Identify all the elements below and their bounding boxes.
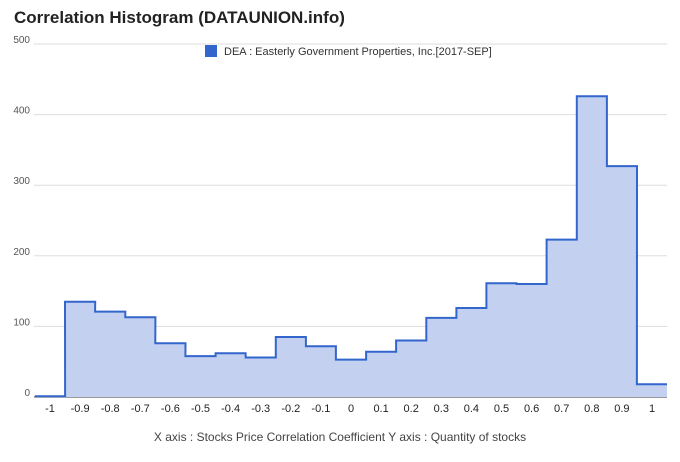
y-tick-label: 300	[13, 176, 30, 187]
histogram-bin[interactable]	[35, 394, 65, 398]
histogram-bin[interactable]	[65, 300, 95, 304]
histogram-bin[interactable]	[95, 310, 125, 314]
x-tick-label: 0.2	[404, 403, 419, 415]
histogram-bin[interactable]	[155, 341, 185, 345]
x-tick-label: -0.1	[311, 403, 330, 415]
x-tick-label: 0.5	[494, 403, 509, 415]
x-tick-label: -1	[45, 403, 55, 415]
x-tick-label: -0.2	[281, 403, 300, 415]
histogram-bin[interactable]	[276, 335, 306, 339]
x-axis-label: X axis : Stocks Price Correlation Coeffi…	[153, 430, 386, 444]
x-tick-label: -0.8	[101, 403, 120, 415]
histogram-bin[interactable]	[246, 355, 276, 359]
histogram-bin[interactable]	[185, 354, 215, 358]
x-tick-label: 0.6	[524, 403, 539, 415]
y-tick-label: 200	[13, 247, 30, 258]
histogram-bin[interactable]	[607, 164, 637, 168]
y-axis-label: Y axis : Quantity of stocks	[388, 430, 527, 444]
x-tick-labels: -1 -0.9 -0.8 -0.7 -0.6 -0.5 -0.4 -0.3 -0.2 -0.1 0 0…	[45, 403, 655, 415]
x-tick-label: -0.4	[221, 403, 240, 415]
x-tick-label: 0.4	[464, 403, 479, 415]
histogram-bin[interactable]	[396, 339, 426, 343]
y-tick-label: 100	[13, 317, 30, 328]
x-tick-label: 0.3	[434, 403, 449, 415]
x-tick-label: -0.9	[71, 403, 90, 415]
x-tick-label: -0.5	[191, 403, 210, 415]
axis-caption: X axis : Stocks Price Correlation Coeffi…	[0, 430, 680, 444]
y-tick-label: 0	[24, 388, 30, 399]
x-tick-label: -0.6	[161, 403, 180, 415]
histogram-bin[interactable]	[216, 351, 246, 355]
histogram-bin[interactable]	[366, 350, 396, 354]
legend-swatch	[205, 45, 217, 57]
x-tick-label: 0.9	[614, 403, 629, 415]
legend[interactable]: DEA : Easterly Government Properties, In…	[205, 45, 492, 58]
histogram-bin[interactable]	[486, 281, 516, 285]
histogram-bin[interactable]	[637, 382, 667, 386]
histogram-bin[interactable]	[306, 344, 336, 348]
x-tick-label: 0	[348, 403, 354, 415]
y-tick-label: 400	[13, 106, 30, 117]
histogram-bin[interactable]	[547, 238, 577, 242]
histogram-bin[interactable]	[336, 358, 366, 362]
histogram-bin[interactable]	[517, 282, 547, 286]
series-area	[34, 96, 667, 397]
legend-entry: DEA : Easterly Government Properties, In…	[224, 46, 492, 58]
histogram-bin[interactable]	[125, 315, 155, 319]
x-tick-label: 1	[649, 403, 655, 415]
series-line	[34, 95, 667, 398]
x-tick-label: 0.1	[373, 403, 388, 415]
x-tick-label: -0.3	[251, 403, 270, 415]
histogram-bin[interactable]	[456, 306, 486, 310]
histogram-bin[interactable]	[577, 94, 607, 98]
y-tick-labels: 0 100 200 300 400 500	[13, 35, 30, 399]
histogram-bin[interactable]	[426, 316, 456, 320]
chart-title: Correlation Histogram (DATAUNION.info)	[14, 8, 345, 27]
x-tick-label: 0.8	[584, 403, 599, 415]
y-tick-label: 500	[13, 35, 30, 46]
series-layer	[34, 94, 667, 398]
x-tick-label: -0.7	[131, 403, 150, 415]
x-tick-label: 0.7	[554, 403, 569, 415]
